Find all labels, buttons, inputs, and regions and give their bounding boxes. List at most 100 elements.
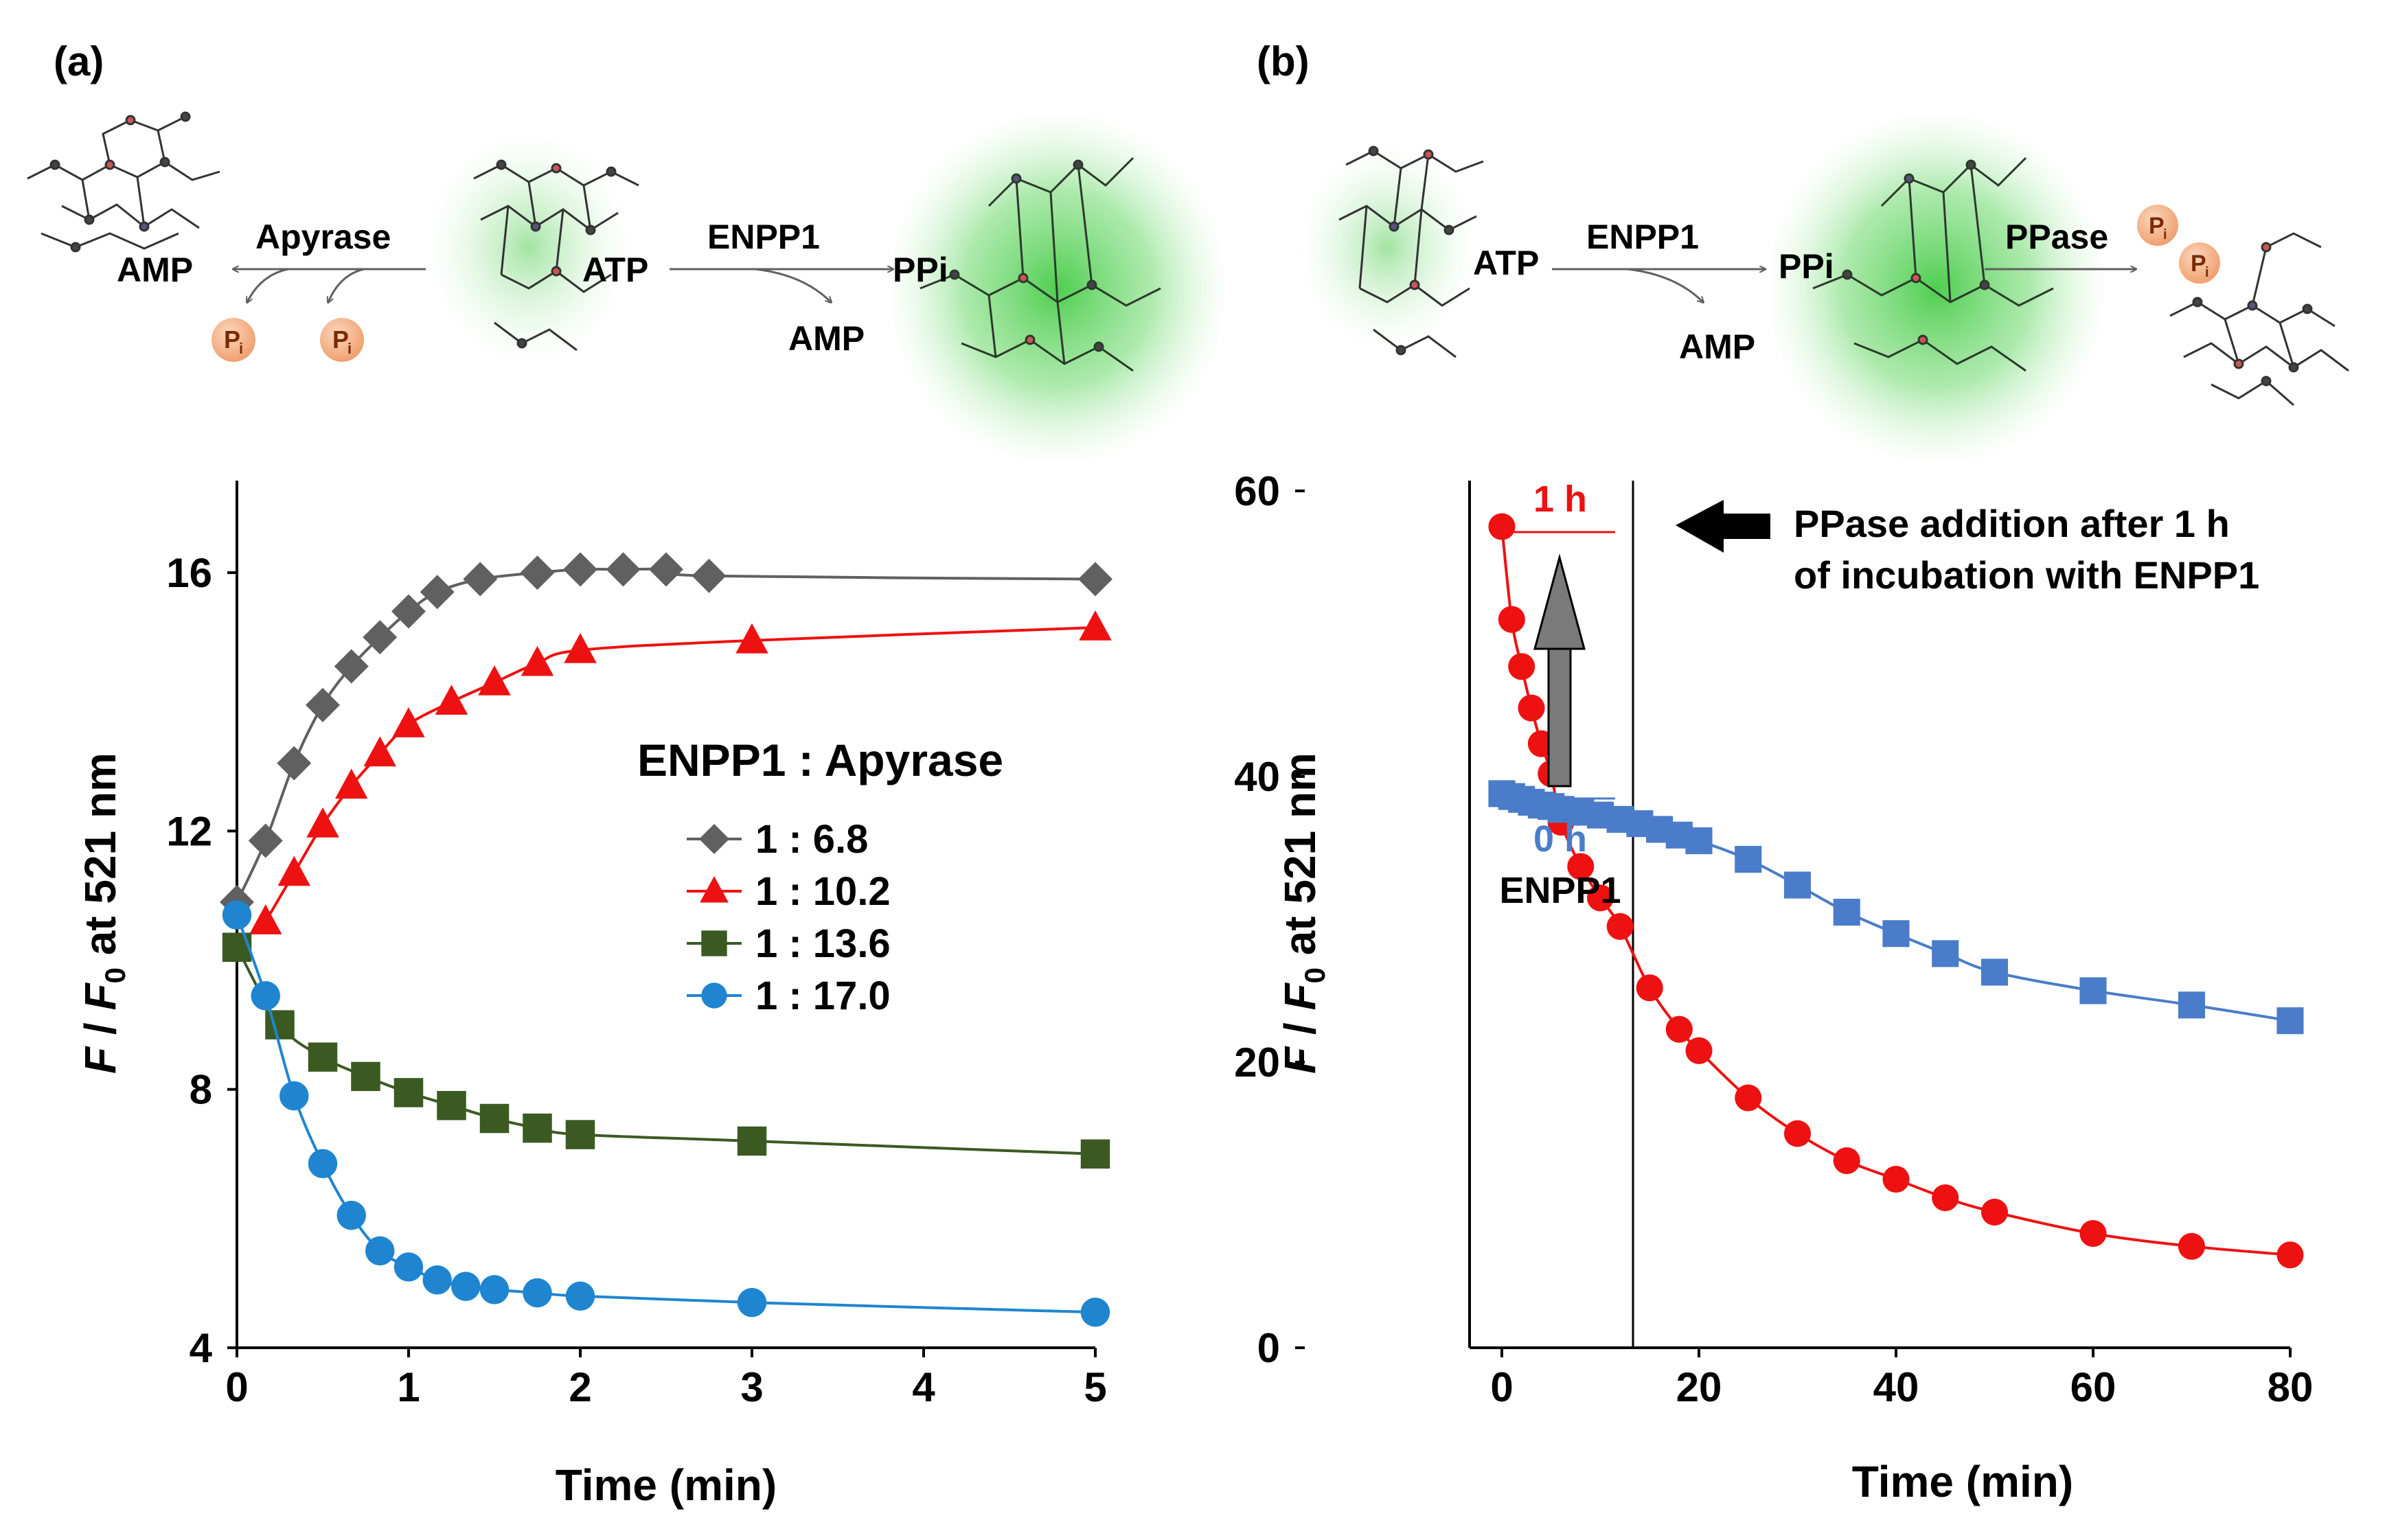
ylabel-sub: 0 [99, 967, 131, 983]
data-point [277, 746, 312, 781]
pi-sub: i [2205, 265, 2209, 280]
data-point [478, 665, 511, 696]
legend-marker [699, 824, 729, 854]
data-point [2276, 1007, 2304, 1035]
data-point [437, 1090, 466, 1120]
data-point [1078, 562, 1112, 597]
data-point [1783, 871, 1812, 899]
chart-b-ylabel: F / F0 at 521 nm [1275, 752, 1331, 1074]
legend-marker [701, 930, 727, 956]
pi-ball: P i [212, 318, 255, 362]
ylabel-rest: at 521 nm [76, 752, 125, 967]
atp-label: ATP [582, 251, 648, 289]
chart-a-series [220, 552, 1112, 1327]
data-point [1586, 884, 1614, 912]
data-point [277, 855, 310, 886]
ylabel-F: F [1275, 1046, 1325, 1074]
data-point [521, 645, 554, 676]
amp-molecule-left [27, 111, 220, 253]
panel-b-label: (b) [1257, 38, 1310, 84]
data-point [1882, 920, 1910, 947]
label-1h: 1 h [1533, 479, 1587, 520]
ylabel-F0: F [76, 982, 125, 1011]
chart-a-legend: 1 : 6.8 1 : 10.2 1 : 13.6 1 : 17.0 [687, 817, 891, 1018]
ppi-glow-b [1765, 110, 2108, 467]
chart-b-series [1488, 513, 2304, 1269]
y-tick-label: 16 [166, 550, 212, 596]
pi-text: P [224, 325, 240, 354]
panel-a-label: (a) [54, 38, 104, 84]
data-point [391, 594, 426, 629]
data-point [520, 555, 555, 590]
pi-text: P [332, 325, 349, 354]
data-point [606, 552, 641, 587]
ylabel-F0: F [1275, 982, 1325, 1011]
data-point [1783, 1120, 1812, 1147]
data-point [2079, 977, 2107, 1004]
label-0h: 0 h [1533, 818, 1587, 860]
x-tick-label: 1 [397, 1364, 420, 1410]
data-point [279, 1081, 309, 1111]
legend-label: 1 : 13.6 [755, 921, 891, 966]
amp-label-b: AMP [1679, 327, 1755, 366]
data-point [393, 1078, 424, 1107]
data-point [1606, 912, 1634, 940]
legend-label: 1 : 17.0 [755, 974, 891, 1018]
data-point [1080, 1139, 1110, 1169]
data-point [306, 807, 339, 838]
data-point [1488, 513, 1516, 540]
y-tick-label: 60 [1234, 468, 1280, 514]
data-point [463, 562, 498, 597]
ylabel-sep: / [76, 1011, 125, 1047]
data-point [564, 632, 597, 663]
data-point [222, 932, 252, 962]
x-tick-label: 40 [1873, 1364, 1919, 1410]
data-point [1636, 974, 1663, 1002]
x-tick-label: 4 [912, 1364, 935, 1410]
up-arrow [1533, 553, 1586, 788]
x-tick-label: 60 [2070, 1364, 2116, 1410]
y-tick-label: 8 [190, 1067, 212, 1113]
data-point [479, 1275, 510, 1305]
data-point [420, 575, 455, 610]
data-point [563, 552, 597, 587]
y-tick-label: 40 [1234, 754, 1280, 800]
data-point [1518, 694, 1545, 722]
data-point [334, 649, 369, 684]
panel-b-scheme: (b) ATP ENPP1 AMP PPi PPase [1257, 38, 2349, 467]
data-point [2178, 1232, 2206, 1260]
data-point [265, 1010, 295, 1039]
y-tick-label: 20 [1234, 1039, 1280, 1085]
pi-sub: i [2163, 227, 2167, 242]
y-tick-label: 0 [1257, 1325, 1280, 1371]
chart-a-ylabel: F / F0 at 521 nm [76, 752, 131, 1074]
enpp1-branch-b [1627, 268, 1703, 302]
ylabel-rest: at 521 nm [1275, 752, 1325, 967]
ylabel-F: F [76, 1046, 125, 1074]
data-point [1498, 606, 1525, 633]
y-tick-label: 4 [190, 1325, 213, 1371]
panel-a-scheme: (a) AMP Apyrase P i P i [27, 38, 1229, 467]
data-point [1980, 958, 2009, 986]
amp-byproduct-label: AMP [788, 319, 865, 358]
apyrase-branch-1 [247, 268, 289, 302]
ylabel-sub: 0 [1299, 967, 1331, 983]
atp-glow [426, 130, 632, 364]
x-tick-label: 80 [2268, 1364, 2314, 1410]
amp-label-left: AMP [117, 251, 193, 289]
atp-molecule [473, 159, 639, 352]
apyrase-branch-2 [328, 268, 365, 302]
pi-ball: P i [320, 318, 364, 362]
data-point [308, 1149, 338, 1179]
data-point [335, 768, 368, 799]
data-point [737, 1287, 767, 1318]
enpp1-label-b: ENPP1 [1586, 218, 1699, 256]
data-point [435, 685, 468, 715]
label-enpp1: ENPP1 [1499, 870, 1621, 911]
ppi-label: PPi [893, 251, 948, 289]
legend-marker [700, 876, 729, 903]
data-point [2079, 1220, 2107, 1248]
